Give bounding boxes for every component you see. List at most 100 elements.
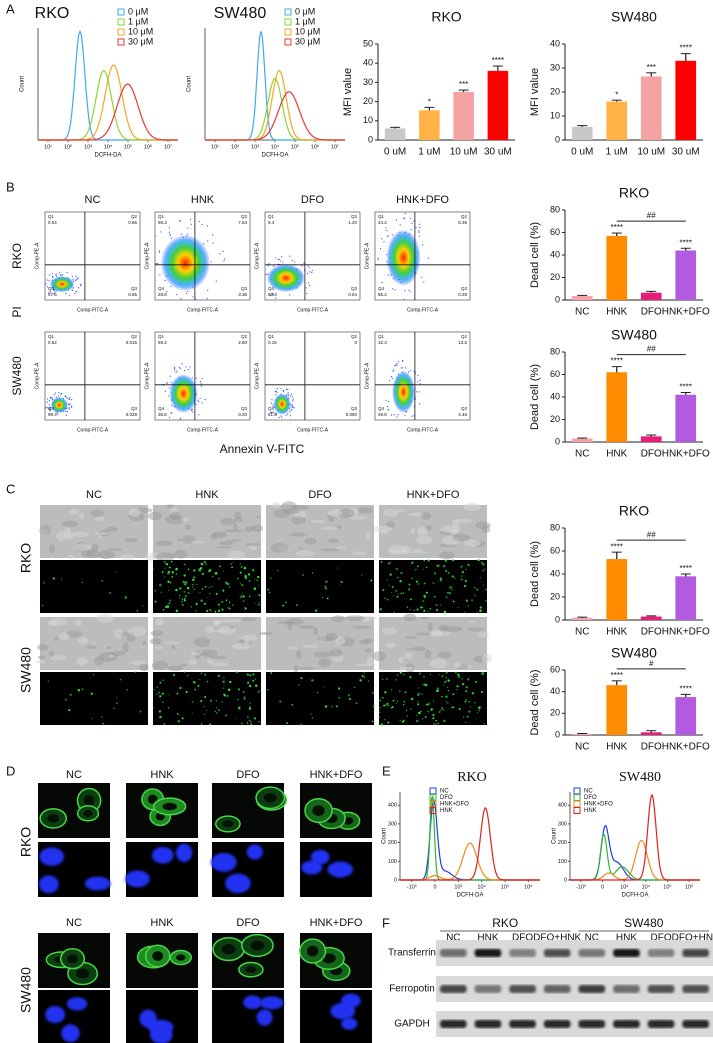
- event-dot: [306, 272, 309, 274]
- dead-cell-signal: [439, 577, 442, 580]
- dead-cell-signal: [378, 709, 380, 711]
- dead-cell-signal: [243, 566, 247, 570]
- event-dot: [46, 279, 48, 281]
- column-label: NC: [66, 769, 82, 781]
- dead-cell-signal: [440, 579, 442, 582]
- x-tick-label: 10³: [251, 144, 259, 150]
- dead-cell-signal: [159, 695, 162, 698]
- event-dot: [286, 413, 289, 415]
- cell-texture: [219, 541, 234, 546]
- dead-cell-signal: [415, 568, 417, 571]
- cell-texture: [288, 646, 297, 650]
- cell-texture: [120, 554, 135, 561]
- event-dot: [421, 276, 423, 278]
- event-dot: [201, 377, 203, 380]
- dead-cell-signal: [483, 722, 485, 725]
- y-tick-label: 40: [550, 686, 560, 696]
- plot-x-label: Comp-FITC-A: [297, 307, 329, 313]
- nucleus: [243, 995, 263, 1010]
- dead-cell-signal: [442, 708, 445, 711]
- cell-texture: [48, 543, 56, 554]
- dead-cell-signal: [161, 692, 164, 695]
- dead-cell-signal: [187, 675, 189, 677]
- dead-cell-signal: [228, 602, 231, 604]
- histogram-curve: [205, 77, 345, 141]
- nucleus: [327, 861, 354, 878]
- dead-cell-signal: [192, 578, 195, 582]
- dead-cell-signal: [240, 595, 243, 597]
- cell-texture: [74, 619, 82, 627]
- bar: [675, 697, 697, 735]
- dead-cell-signal: [154, 600, 157, 603]
- event-dot: [201, 223, 203, 225]
- dead-cell-signal: [477, 558, 480, 562]
- dead-cell-signal: [425, 566, 428, 569]
- event-dot: [45, 283, 47, 285]
- y-tick-label: 300: [388, 821, 397, 827]
- cell-texture: [427, 622, 433, 632]
- x-tick-label: DFO: [641, 449, 662, 460]
- column-label: HNK+DFO: [396, 194, 449, 206]
- dead-cell-signal: [175, 567, 178, 571]
- event-dot: [388, 409, 390, 411]
- dead-cell-signal: [474, 681, 477, 683]
- y-tick-label: 100: [558, 859, 567, 865]
- event-dot: [390, 414, 393, 416]
- event-dot: [287, 388, 289, 390]
- event-dot: [178, 366, 180, 368]
- dead-cell-signal: [197, 684, 200, 687]
- dead-cell-signal: [447, 591, 449, 594]
- dead-cell-signal: [476, 612, 478, 614]
- cell-texture: [295, 650, 302, 659]
- dead-cell-signal: [159, 583, 162, 587]
- event-dot: [276, 388, 278, 390]
- dead-cell-signal: [363, 676, 365, 678]
- dead-cell-signal: [242, 600, 245, 602]
- fluorescence-image: [266, 560, 374, 613]
- band: [647, 985, 675, 993]
- cell-texture: [349, 516, 367, 520]
- dead-cell-signal: [316, 691, 319, 694]
- cell-texture: [293, 665, 299, 673]
- dead-cell-signal: [311, 717, 314, 719]
- event-dot: [409, 217, 412, 220]
- quadrant-name: Q2: [241, 334, 248, 339]
- panel-letter: A: [6, 1, 15, 16]
- event-dot: [385, 227, 387, 229]
- legend-label: HNK: [440, 808, 453, 814]
- row-label: SW480: [18, 647, 34, 693]
- cell-texture: [289, 532, 308, 537]
- dead-cell-signal: [257, 575, 260, 578]
- event-dot: [377, 257, 379, 259]
- event-dot: [199, 380, 202, 383]
- x-tick-label: -10³: [576, 884, 586, 890]
- dead-cell-signal: [225, 599, 228, 602]
- dead-cell-signal: [452, 706, 455, 709]
- lane-label: DFO+HNK: [533, 933, 581, 944]
- cell-texture: [37, 643, 49, 651]
- cell-texture: [149, 638, 162, 645]
- cell-texture: [77, 636, 89, 645]
- cell-texture: [229, 625, 234, 629]
- cell-texture: [150, 630, 164, 637]
- dead-cell-signal: [190, 606, 193, 608]
- dead-cell-signal: [81, 688, 84, 691]
- significance: ****: [680, 564, 692, 573]
- dead-cell-signal: [181, 598, 184, 601]
- event-dot: [207, 240, 209, 242]
- dead-cell-signal: [466, 715, 469, 718]
- dead-cell-signal: [199, 679, 201, 681]
- histogram-title: RKO: [457, 770, 487, 785]
- dead-cell-signal: [409, 608, 411, 611]
- column-label: HNK+DFO: [407, 489, 460, 501]
- dead-cell-signal: [386, 598, 389, 601]
- cell-texture: [105, 526, 118, 532]
- comparison-label: ##: [647, 211, 656, 220]
- legend-label: 30 μM: [128, 36, 153, 46]
- significance: ****: [680, 684, 692, 693]
- x-tick-label: 10⁴: [271, 143, 280, 150]
- dead-cell-signal: [258, 602, 260, 604]
- dead-cell-signal: [243, 698, 246, 700]
- dead-cell-signal: [247, 716, 249, 718]
- cell-texture: [240, 634, 258, 641]
